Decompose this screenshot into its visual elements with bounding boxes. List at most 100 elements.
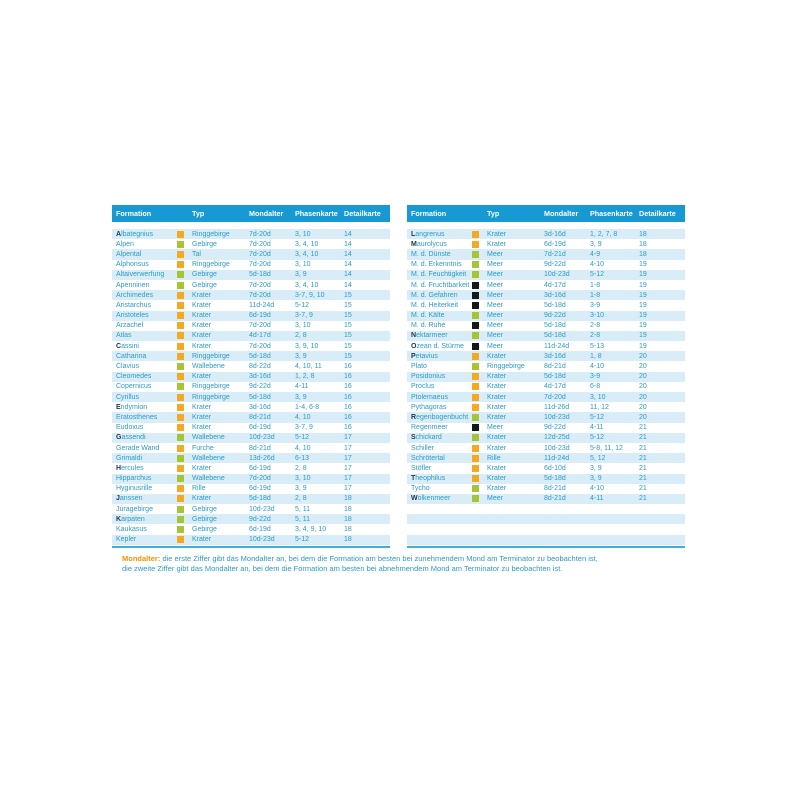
formation-detailkarte: 20 (639, 413, 647, 421)
formation-detailkarte: 19 (639, 261, 647, 269)
formation-phasenkarte: 3, 9 (295, 393, 307, 401)
formation-mondalter: 4d-17d (249, 332, 271, 340)
type-color-cell (472, 363, 487, 371)
type-color-cell (177, 444, 192, 452)
type-color-cell (177, 536, 192, 544)
empty-table-row (407, 504, 685, 514)
formation-phasenkarte: 3-10 (590, 312, 605, 320)
bold-initial: L (411, 230, 416, 238)
orange-square-icon (177, 250, 184, 258)
type-color-cell (177, 403, 192, 411)
formation-typ: Krater (192, 403, 212, 411)
formation-typ: Krater (192, 536, 212, 544)
formation-phasenkarte: 3, 9 (295, 485, 307, 493)
formation-phasenkarte: 3, 4, 10 (295, 240, 319, 248)
type-color-cell (177, 434, 192, 442)
formation-mondalter: 10d-23d (249, 536, 275, 544)
table-row: Janssen Krater 5d-18d 2, 8 18 (112, 493, 390, 505)
empty-table-row (407, 524, 685, 534)
bold-initial: E (116, 403, 121, 411)
type-color-cell (177, 352, 192, 360)
table-row: Aristoteles Krater 6d-19d 3-7, 9 15 (112, 310, 390, 321)
table-row: M. d. Heiterkeit Meer 5d-18d 3-9 19 (407, 300, 685, 310)
formation-phasenkarte: 2, 8 (295, 495, 307, 503)
formation-detailkarte: 18 (344, 526, 352, 534)
formation-detailkarte: 18 (639, 240, 647, 248)
formation-mondalter: 8d-21d (544, 363, 566, 371)
formation-name: Plato (411, 363, 427, 371)
formation-typ: Krater (487, 485, 507, 493)
formation-typ: Wallebene (192, 363, 225, 371)
formation-phasenkarte: 2, 8 (295, 464, 307, 472)
formation-detailkarte: 20 (639, 373, 647, 381)
formation-mondalter: 6d-19d (544, 240, 566, 248)
formation-phasenkarte: 3-9 (590, 373, 601, 381)
table-row: Kepler Krater 10d-23d 5-12 18 (112, 534, 390, 545)
empty-table-row (407, 514, 685, 525)
type-color-cell (472, 454, 487, 462)
orange-square-icon (177, 342, 184, 350)
footnote: Mondalter: die erste Ziffer gibt das Mon… (122, 554, 682, 573)
type-color-cell (177, 454, 192, 462)
formation-detailkarte: 14 (344, 240, 352, 248)
orange-square-icon (177, 373, 184, 381)
formation-typ: Meer (487, 312, 503, 320)
formation-detailkarte: 15 (344, 291, 352, 299)
formation-typ: Meer (487, 332, 503, 340)
table-row: Plato Ringgebirge 8d-21d 4-10 20 (407, 361, 685, 371)
table-row: Proclus Krater 4d-17d 6-8 20 (407, 382, 685, 392)
formation-detailkarte: 19 (639, 342, 647, 350)
orange-square-icon (472, 464, 479, 472)
formation-mondalter: 8d-22d (249, 363, 271, 371)
table-row: Eudoxus Krater 6d-19d 3-7, 9 16 (112, 423, 390, 433)
formation-name: Proclus (411, 383, 435, 391)
table-row: M. d. Fruchtbarkeit Meer 4d-17d 1-8 19 (407, 280, 685, 290)
formation-typ: Krater (487, 373, 507, 381)
formation-phasenkarte: 5-13 (590, 342, 605, 350)
formation-name: Stöfler (411, 464, 432, 472)
type-color-cell (472, 424, 487, 432)
orange-square-icon (177, 485, 184, 493)
table-header-row: Formation Typ Mondalter Phasenkarte Detailka… (112, 205, 390, 222)
orange-square-icon (177, 464, 184, 472)
formation-phasenkarte: 3, 9 (590, 240, 602, 248)
formation-name: Theophilus (411, 475, 446, 483)
formation-detailkarte: 17 (344, 444, 352, 452)
formation-name: Endymion (116, 403, 148, 411)
type-color-cell (177, 230, 192, 238)
formation-detailkarte: 19 (639, 281, 647, 289)
formation-detailkarte: 14 (344, 250, 352, 258)
formation-mondalter: 5d-18d (249, 271, 271, 279)
formation-name: Aristarchus (116, 301, 152, 309)
type-color-cell (472, 240, 487, 248)
formation-phasenkarte: 3, 9 (590, 464, 602, 472)
table-bottom-rule (112, 545, 390, 548)
type-color-cell (177, 526, 192, 534)
formation-typ: Gebirge (192, 271, 217, 279)
table-row: Cleomedes Krater 3d-16d 1, 2, 8 16 (112, 371, 390, 382)
type-color-cell (177, 424, 192, 432)
formation-mondalter: 7d-20d (249, 240, 271, 248)
formation-name: Catharina (116, 352, 147, 360)
formation-detailkarte: 16 (344, 424, 352, 432)
type-color-cell (472, 352, 487, 360)
table-row: Maurolycus Krater 6d-19d 3, 9 18 (407, 239, 685, 249)
formation-name: Kaukasus (116, 526, 147, 534)
column-header-mondalter: Mondalter (544, 209, 579, 218)
type-color-cell (472, 495, 487, 503)
formation-typ: Gebirge (192, 281, 217, 289)
formation-mondalter: 10d-23d (544, 444, 570, 452)
formation-name: Atlas (116, 332, 132, 340)
formation-mondalter: 3d-16d (249, 403, 271, 411)
bold-initial: S (411, 434, 416, 442)
table-header-row: Formation Typ Mondalter Phasenkarte Detailka… (407, 205, 685, 222)
formation-phasenkarte: 3, 4, 10 (295, 250, 319, 258)
formation-name: Aristoteles (116, 312, 149, 320)
formation-typ: Gebirge (192, 240, 217, 248)
green-square-icon (177, 363, 184, 371)
type-color-cell (472, 383, 487, 391)
formation-detailkarte: 16 (344, 373, 352, 381)
formation-name: Maurolycus (411, 240, 447, 248)
formation-phasenkarte: 5-12 (295, 434, 310, 442)
type-color-cell (472, 475, 487, 483)
